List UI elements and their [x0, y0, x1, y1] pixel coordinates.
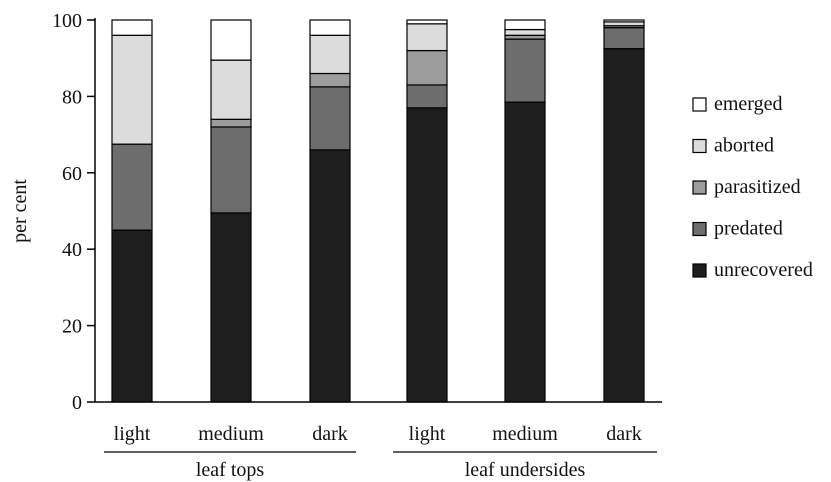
- legend-label-predated: predated: [714, 218, 783, 240]
- y-tick-label: 100: [52, 10, 82, 32]
- x-tick-label: light: [114, 423, 151, 445]
- y-ticks: 0 20 40 60 80 100: [52, 10, 95, 414]
- x-tick-label: light: [409, 423, 446, 445]
- bar-segment-emerged: [504, 19, 546, 31]
- bar-segment-emerged: [603, 19, 645, 23]
- group-labels: leaf tops leaf undersides: [104, 451, 657, 481]
- y-tick-label: 60: [62, 163, 82, 185]
- bar-segment-aborted: [111, 34, 153, 145]
- group-label: leaf undersides: [465, 459, 586, 481]
- y-axis-label: per cent: [9, 179, 31, 243]
- bar-segment-predated: [504, 38, 546, 103]
- legend-swatch-predated: [692, 221, 707, 237]
- bar-segment-emerged: [210, 19, 252, 61]
- group-label: leaf tops: [196, 459, 265, 481]
- bar-segment-parasitized: [406, 49, 448, 86]
- bar-segment-unrecovered: [406, 107, 448, 403]
- bar-segment-parasitized: [309, 72, 351, 88]
- x-tick-label: medium: [492, 423, 558, 445]
- bar-segment-emerged: [111, 19, 153, 36]
- y-tick-label: 20: [62, 316, 82, 338]
- bar-segment-predated: [210, 126, 252, 214]
- bar-segment-predated: [111, 143, 153, 231]
- legend-swatch-unrecovered: [692, 263, 707, 278]
- legend-swatch-parasitized: [692, 180, 707, 195]
- y-tick-label: 0: [72, 392, 82, 414]
- bar-segment-unrecovered: [504, 101, 546, 403]
- bar-segment-aborted: [210, 59, 252, 120]
- x-tick-label: dark: [606, 423, 642, 445]
- legend: emerged aborted parasitized predated unrecov…: [692, 93, 813, 281]
- y-tick-label: 80: [62, 86, 82, 108]
- bar-segment-predated: [603, 27, 645, 50]
- bar-segment-aborted: [504, 28, 546, 36]
- x-tick-label: medium: [198, 423, 264, 445]
- bar-segment-unrecovered: [210, 212, 252, 403]
- y-tick-label: 40: [62, 239, 82, 261]
- x-tick-label: dark: [312, 423, 348, 445]
- bar-segment-unrecovered: [309, 149, 351, 403]
- bar-segment-predated: [309, 86, 351, 151]
- bars: [111, 19, 645, 403]
- bar-segment-unrecovered: [603, 48, 645, 403]
- bar-segment-aborted: [309, 34, 351, 75]
- bar-segment-unrecovered: [111, 229, 153, 403]
- legend-label-aborted: aborted: [714, 135, 774, 157]
- bar-segment-parasitized: [210, 118, 252, 128]
- bar-segment-emerged: [309, 19, 351, 36]
- legend-swatch-emerged: [692, 97, 707, 112]
- legend-label-parasitized: parasitized: [714, 176, 801, 198]
- legend-label-emerged: emerged: [714, 93, 783, 115]
- legend-swatch-aborted: [692, 138, 707, 154]
- axes: [94, 18, 662, 403]
- bar-segment-predated: [406, 84, 448, 109]
- bar-segment-emerged: [406, 19, 448, 25]
- bar-segment-aborted: [406, 23, 448, 52]
- x-tick-labels: light medium dark light medium dark: [114, 423, 642, 445]
- legend-label-unrecovered: unrecovered: [714, 259, 813, 281]
